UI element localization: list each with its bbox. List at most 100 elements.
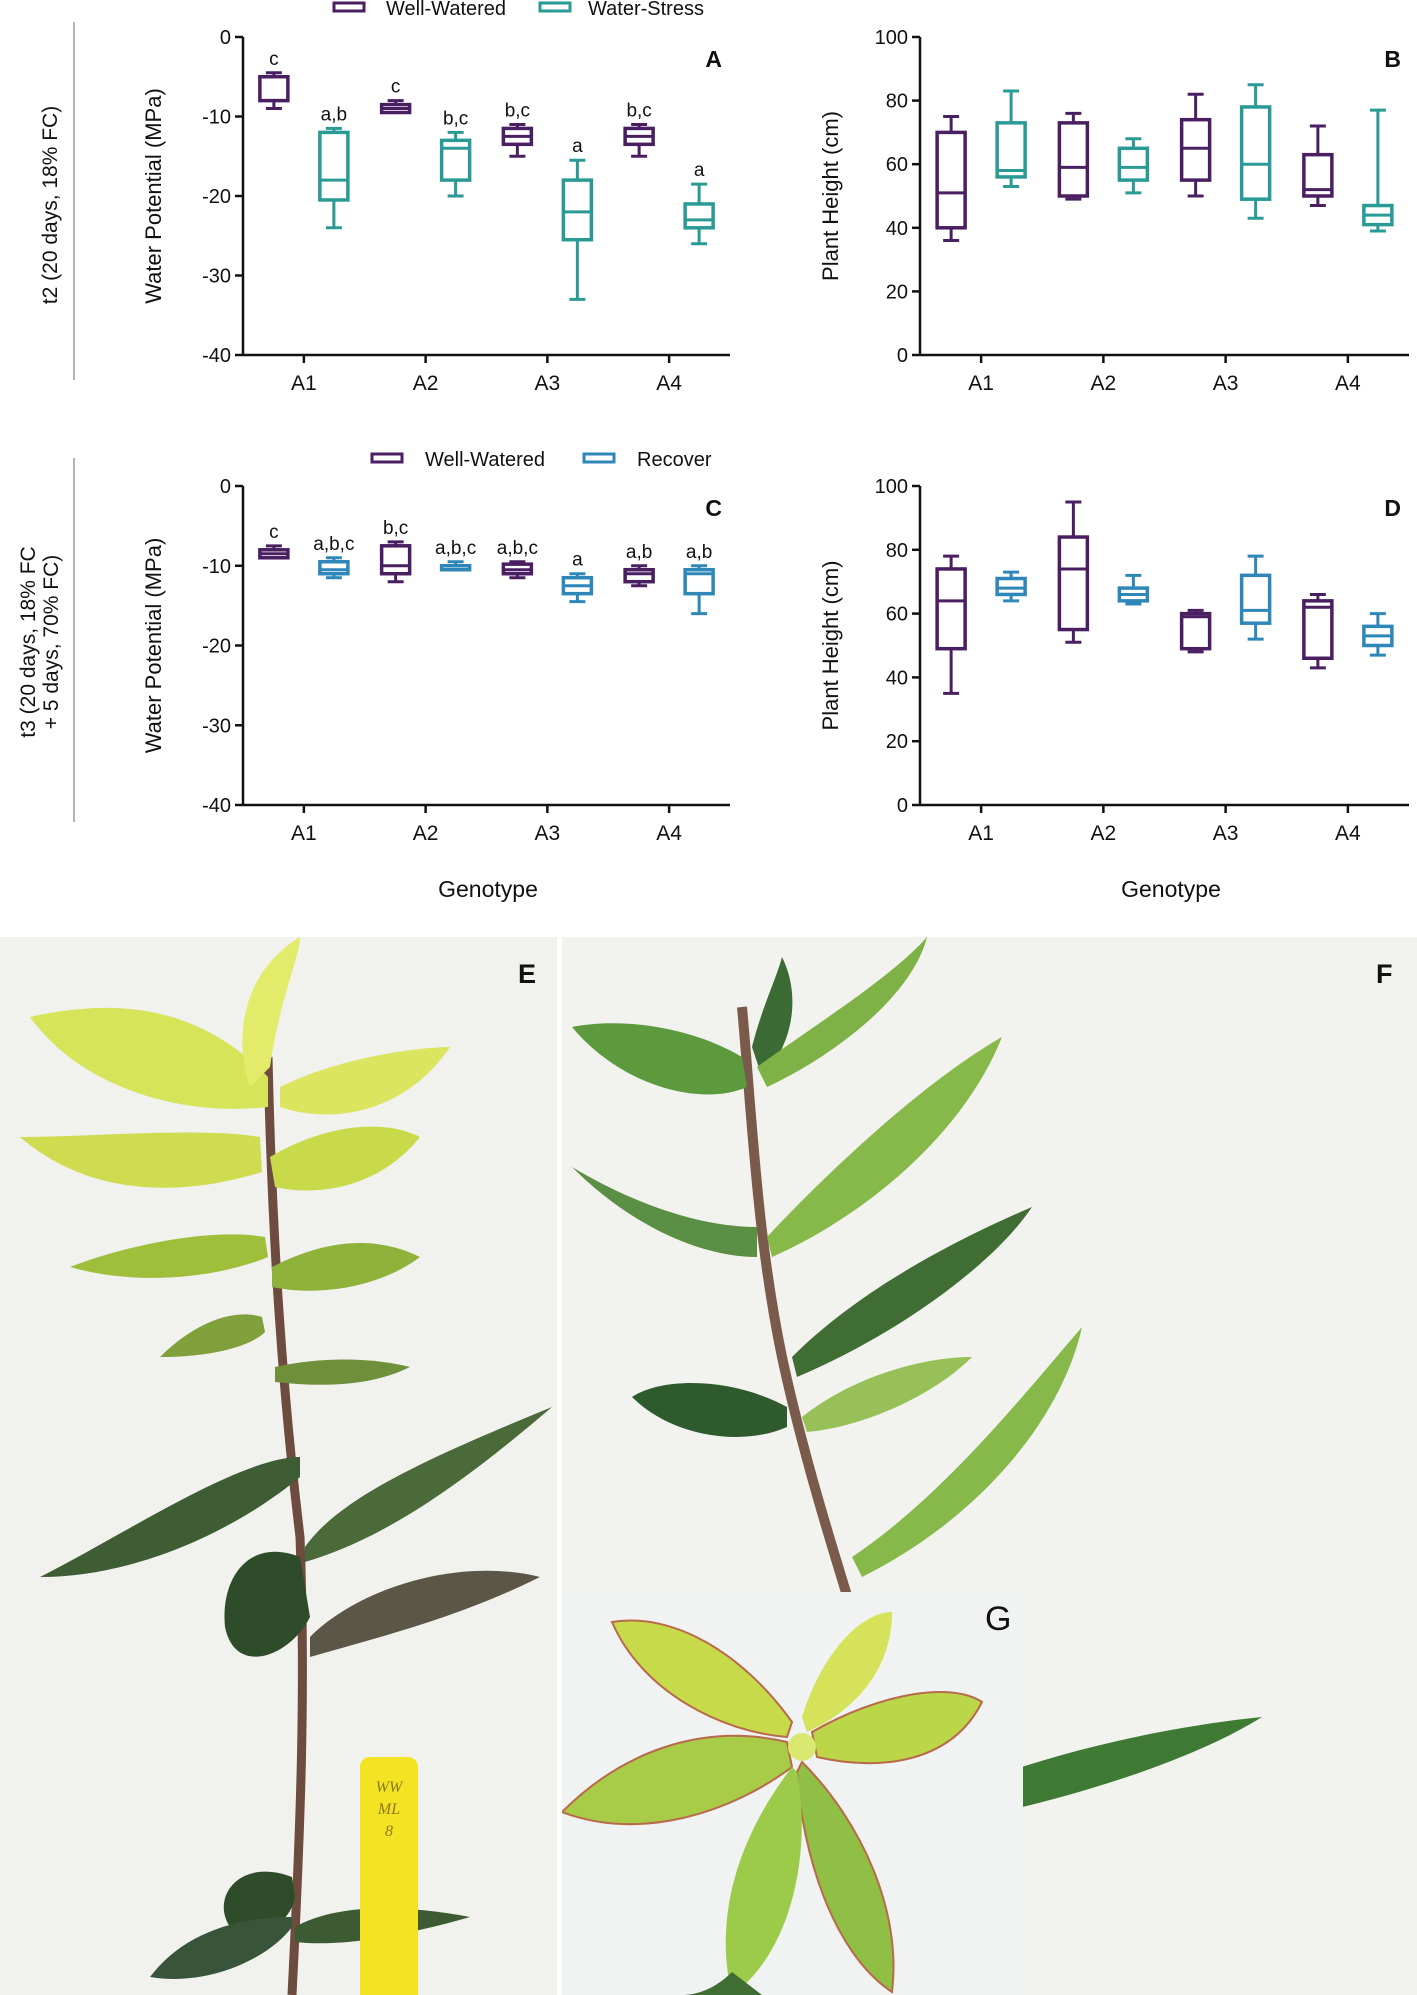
panel-b-well-watered-box-2-body bbox=[1179, 117, 1212, 182]
panel-c-well-watered-box-3-sig-label: a,b bbox=[626, 542, 652, 563]
panel-c-well-watered-box-1-body bbox=[379, 544, 412, 576]
panel-b-y-tick-label-0: 0 bbox=[897, 345, 908, 367]
plant-illustration-e bbox=[0, 937, 557, 1995]
panel-c-y-tick-label-2: -20 bbox=[202, 636, 231, 658]
panel-c-recover-box-3-body bbox=[683, 567, 715, 596]
panel-d-recover-box-0-body bbox=[995, 576, 1027, 597]
row-label-t2: t2 (20 days, 18% FC) bbox=[39, 106, 62, 304]
panel-a-water-stress-box-3-body bbox=[683, 202, 715, 230]
photo-panel-g: G bbox=[562, 1592, 1023, 1995]
panel-c-x-tick-label-2: A3 bbox=[535, 822, 561, 845]
panel-d-y-tick-label-3: 60 bbox=[886, 604, 908, 626]
plant-tag-line-3: 8 bbox=[385, 1823, 393, 1840]
plant-tag-line-2: ML bbox=[377, 1801, 401, 1818]
panel-c-recover-box-3-sig-label: a,b bbox=[686, 542, 712, 563]
panel-a-water-stress-box-2-body bbox=[561, 178, 594, 242]
panel-d-well-watered-box-3-body bbox=[1302, 599, 1334, 661]
panel-d-x-tick-label-2: A3 bbox=[1213, 822, 1239, 845]
panel-a-letter: A bbox=[705, 46, 722, 72]
legend-swatch-recover bbox=[582, 452, 616, 464]
panel-d-x-tick-label-0: A1 bbox=[968, 822, 994, 845]
panel-c-x-tick-label-1: A2 bbox=[413, 822, 439, 845]
panel-c-x-tick-label-0: A1 bbox=[291, 822, 317, 845]
plant-tag bbox=[360, 1757, 418, 1995]
panel-b-water-stress-box-2-body bbox=[1239, 105, 1272, 201]
panel-a-well-watered-box-2-sig-label: b,c bbox=[505, 100, 530, 121]
panel-a-y-tick-label-3: -30 bbox=[202, 266, 231, 288]
panel-c-y-axis-title: Water Potential (MPa) bbox=[141, 538, 166, 754]
legend-label-water-stress: Water-Stress bbox=[588, 0, 704, 20]
panel-a-x-tick-label-2: A3 bbox=[535, 372, 561, 395]
figure-charts: t2 (20 days, 18% FC) t3 (20 days, 18% FC… bbox=[17, 0, 1409, 902]
panel-c-recover-box-1-sig-label: a,b,c bbox=[435, 538, 476, 559]
panel-c-recover-box-2-sig-label: a bbox=[572, 550, 583, 571]
panel-b-x-tick-label-3: A4 bbox=[1335, 372, 1361, 395]
panel-label-e: E bbox=[518, 959, 537, 989]
panel-b-y-tick-label-4: 80 bbox=[886, 91, 908, 113]
panel-c-well-watered-box-1-sig-label: b,c bbox=[383, 518, 408, 539]
panel-a-water-stress-box-0-body bbox=[318, 130, 350, 202]
panel-d-well-watered-box-2-body bbox=[1179, 611, 1212, 651]
panel-a-y-tick-label-1: -10 bbox=[202, 107, 231, 129]
legend-swatch-water-stress bbox=[538, 1, 572, 13]
panel-d-y-tick-label-4: 80 bbox=[886, 540, 908, 562]
panel-b-letter: B bbox=[1384, 46, 1401, 72]
panel-c-x-tick-label-3: A4 bbox=[656, 822, 682, 845]
legend-label-recover: Recover bbox=[637, 449, 712, 471]
panel-d-y-axis-title: Plant Height (cm) bbox=[818, 561, 843, 731]
panel-b-y-axis-title: Plant Height (cm) bbox=[818, 111, 843, 281]
x-axis-title-left: Genotype bbox=[438, 876, 538, 902]
panel-a-well-watered-box-0-body bbox=[258, 75, 290, 103]
legend-top: Well-Watered Water-Stress bbox=[332, 0, 704, 20]
panel-a-well-watered-box-3-sig-label: b,c bbox=[626, 100, 651, 121]
legend-bottom: Well-Watered Recover bbox=[370, 449, 712, 471]
panel-c-well-watered-box-2-sig-label: a,b,c bbox=[497, 538, 538, 559]
panel-a-well-watered-box-1-sig-label: c bbox=[391, 77, 401, 98]
plant-tag-text: WW ML 8 bbox=[372, 1777, 406, 1843]
x-axis-title-right: Genotype bbox=[1121, 876, 1221, 902]
panel-b-well-watered-box-0-body bbox=[935, 130, 967, 230]
panel-d-y-tick-label-1: 20 bbox=[886, 731, 908, 753]
panel-a-water-stress-box-2-sig-label: a bbox=[572, 136, 583, 157]
panel-a-well-watered-box-0-sig-label: c bbox=[269, 49, 279, 70]
legend-swatch-well-watered-2 bbox=[370, 452, 404, 464]
panel-d-well-watered-box-0-body bbox=[935, 567, 967, 651]
photo-panel-e: WW ML 8 E bbox=[0, 937, 557, 1995]
panel-label-f: F bbox=[1376, 959, 1393, 989]
panel-b-water-stress-box-0-body bbox=[995, 121, 1027, 179]
panel-c-recover-box-0-sig-label: a,b,c bbox=[313, 534, 354, 555]
panel-c-well-watered-box-3-body bbox=[623, 567, 655, 584]
panel-a-y-axis-title: Water Potential (MPa) bbox=[141, 88, 166, 304]
panel-d-y-tick-label-0: 0 bbox=[897, 795, 908, 817]
panel-a-x-tick-label-0: A1 bbox=[291, 372, 317, 395]
panel-b-y-tick-label-1: 20 bbox=[886, 281, 908, 303]
panel-a-water-stress-box-1-sig-label: b,c bbox=[443, 108, 468, 129]
panel-d-well-watered-box-1-body bbox=[1057, 535, 1090, 632]
panel-b-y-tick-label-3: 60 bbox=[886, 154, 908, 176]
charts-layer: 0 -10 -20 -30 -40 Water Potential (MPa) A A1 A2 A… bbox=[141, 27, 1409, 845]
row-label-t3-line1: t3 (20 days, 18% FC bbox=[17, 546, 40, 737]
panel-c-y-tick-label-0: 0 bbox=[220, 476, 231, 498]
panel-c-y-tick-label-4: -40 bbox=[202, 795, 231, 817]
panel-a-y-tick-label-4: -40 bbox=[202, 345, 231, 367]
plant-tag-line-1: WW bbox=[375, 1779, 403, 1796]
panel-b-y-tick-label-5: 100 bbox=[875, 27, 908, 49]
legend-label-well-watered-2: Well-Watered bbox=[425, 449, 545, 471]
panel-c-well-watered-box-0-sig-label: c bbox=[269, 522, 279, 543]
panel-d-y-tick-label-2: 40 bbox=[886, 667, 908, 689]
panel-a-water-stress-box-1-body bbox=[439, 138, 472, 182]
panel-d-x-tick-label-3: A4 bbox=[1335, 822, 1361, 845]
panel-d-y-tick-label-5: 100 bbox=[875, 476, 908, 498]
panel-a-x-tick-label-3: A4 bbox=[656, 372, 682, 395]
panel-b-water-stress-box-1-body bbox=[1117, 146, 1150, 182]
panel-b-y-tick-label-2: 40 bbox=[886, 218, 908, 240]
panel-a-x-tick-label-1: A2 bbox=[413, 372, 439, 395]
legend-swatch-well-watered bbox=[332, 1, 366, 13]
panel-d-letter: D bbox=[1384, 495, 1401, 521]
panel-a-water-stress-box-0-sig-label: a,b bbox=[321, 104, 347, 125]
panel-d-recover-box-2-body bbox=[1239, 573, 1272, 625]
legend-label-well-watered: Well-Watered bbox=[386, 0, 506, 20]
panel-b-x-tick-label-2: A3 bbox=[1213, 372, 1239, 395]
panel-a-y-tick-label-2: -20 bbox=[202, 186, 231, 208]
panel-c-y-tick-label-1: -10 bbox=[202, 556, 231, 578]
